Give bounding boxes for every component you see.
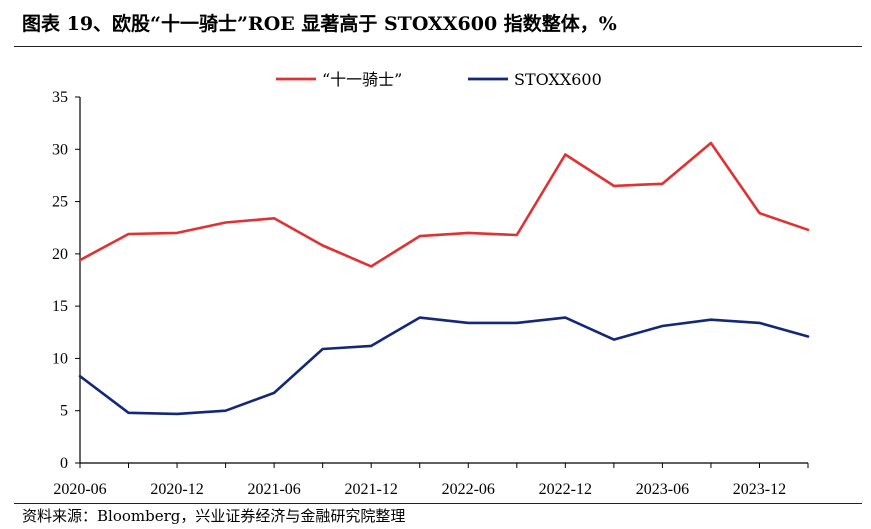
x-tick-label: 2023-06 (636, 481, 689, 498)
y-tick-label: 30 (52, 141, 68, 158)
y-tick-label: 35 (52, 89, 68, 106)
source-divider (14, 503, 862, 504)
x-tick-label: 2020-12 (150, 481, 203, 498)
x-tick-label: 2021-06 (247, 481, 300, 498)
x-tick-label: 2020-06 (53, 481, 106, 498)
legend: “十一骑士” STOXX600 (276, 70, 602, 89)
series-lines (78, 141, 810, 416)
legend-label-1: STOXX600 (514, 70, 602, 89)
source-note: 资料来源：Bloomberg，兴业证券经济与金融研究院整理 (22, 507, 406, 525)
chart-title: 图表 19、欧股“十一骑士”ROE 显著高于 STOXX600 指数整体，% (22, 13, 617, 35)
x-tick-label: 2022-06 (442, 481, 495, 498)
axes: 0 5 10 15 20 25 30 35 2020-06 2020-12 2021-06 2021-… (52, 89, 809, 498)
x-tick-label: 2023-12 (733, 481, 786, 498)
legend-label-0: “十一骑士” (322, 70, 402, 89)
y-tick-label: 10 (52, 350, 68, 367)
y-tick-label: 15 (52, 298, 68, 315)
title-divider (14, 46, 862, 47)
series-line-0 (78, 141, 810, 268)
y-tick-label: 20 (52, 246, 68, 263)
y-tick-label: 25 (52, 194, 68, 211)
y-tick-label: 5 (60, 403, 68, 420)
y-tick-label: 0 (60, 455, 68, 472)
series-line-1 (78, 316, 810, 416)
x-tick-label: 2022-12 (539, 481, 592, 498)
x-tick-label: 2021-12 (345, 481, 398, 498)
